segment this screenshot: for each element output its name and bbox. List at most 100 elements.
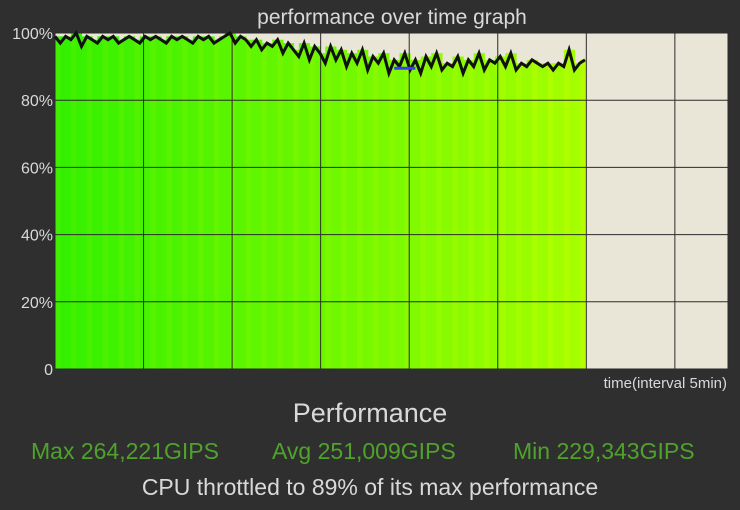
area-band — [383, 53, 390, 369]
area-band — [320, 53, 326, 369]
area-band — [70, 33, 77, 369]
area-band — [547, 63, 554, 370]
area-band — [192, 36, 199, 370]
grid-lines — [54, 32, 729, 370]
area-band — [399, 53, 406, 369]
area-band — [325, 46, 332, 369]
area-band — [60, 36, 67, 370]
area-band — [426, 56, 432, 370]
area-band — [415, 59, 422, 369]
area-band — [282, 43, 289, 370]
area-band — [484, 59, 491, 369]
area-band — [55, 36, 61, 370]
x-axis-label: time(interval 5min) — [604, 375, 727, 392]
y-tick-label: 60% — [21, 160, 53, 177]
area-band — [182, 36, 189, 370]
summary-title: Performance — [292, 398, 448, 428]
area-band — [118, 39, 125, 369]
area-band — [102, 36, 109, 370]
area-band — [447, 63, 454, 370]
area-band — [394, 59, 401, 369]
area-band — [341, 49, 348, 370]
area-band — [166, 36, 173, 370]
area-band — [256, 39, 263, 369]
area-band — [542, 63, 549, 370]
area-band — [208, 36, 215, 370]
area-band — [245, 39, 252, 369]
area-band — [65, 36, 72, 370]
area-band — [145, 36, 151, 370]
area-band — [373, 56, 379, 370]
area-band — [261, 43, 268, 370]
area-band — [463, 59, 469, 369]
area-band — [171, 36, 178, 370]
area-band — [521, 63, 528, 370]
area-band — [123, 36, 130, 370]
area-band — [558, 63, 565, 370]
area-band — [214, 39, 220, 369]
avg-stat: Avg 251,009GIPS — [272, 438, 456, 464]
area-band — [537, 63, 544, 370]
area-band — [330, 46, 337, 369]
area-band — [404, 53, 411, 369]
area-band — [510, 53, 517, 369]
area-band — [161, 39, 167, 369]
area-band — [150, 36, 157, 370]
area-band — [526, 59, 533, 369]
area-band — [203, 36, 210, 370]
area-band — [473, 53, 480, 369]
min-stat: Min 229,343GIPS — [513, 438, 695, 464]
area-band — [500, 56, 507, 370]
area-band — [441, 63, 448, 370]
area-band — [346, 53, 353, 369]
area-band — [516, 63, 522, 370]
area-band — [357, 49, 363, 370]
area-band — [314, 46, 321, 369]
area-band — [76, 33, 83, 369]
area-band — [388, 59, 395, 369]
area-band — [229, 33, 236, 369]
area-band — [420, 56, 427, 370]
area-band — [288, 43, 295, 370]
area-band — [267, 43, 273, 370]
area-band — [155, 36, 162, 370]
performance-area-fill — [55, 33, 586, 370]
y-axis-ticks: 0 20% 40% 60% 80% 100% — [12, 26, 53, 379]
area-band — [139, 36, 146, 370]
area-band — [431, 53, 438, 369]
area-band — [235, 36, 242, 370]
area-band — [92, 39, 98, 369]
area-band — [563, 49, 570, 370]
area-band — [436, 53, 443, 369]
area-band — [362, 49, 369, 370]
area-band — [272, 39, 279, 369]
area-band — [86, 36, 93, 370]
area-band — [304, 43, 310, 370]
area-band — [532, 59, 538, 369]
area-band — [293, 49, 300, 370]
area-band — [113, 36, 120, 370]
area-band — [251, 39, 257, 369]
y-tick-label: 80% — [21, 93, 53, 110]
performance-line — [53, 30, 586, 79]
area-band — [579, 59, 586, 369]
area-band — [219, 36, 226, 370]
area-band — [335, 49, 342, 370]
area-band — [505, 53, 512, 369]
area-band — [198, 36, 204, 370]
area-band — [108, 36, 114, 370]
performance-chart: 0 20% 40% 60% 80% 100% performance over time … — [12, 6, 729, 392]
y-tick-label: 100% — [12, 26, 53, 43]
area-band — [468, 59, 475, 369]
chart-title: performance over time graph — [257, 6, 527, 29]
area-band — [457, 56, 464, 370]
area-band — [129, 36, 136, 370]
area-band — [378, 53, 385, 369]
area-band — [81, 36, 88, 370]
throttle-message: CPU throttled to 89% of its max performa… — [141, 474, 599, 500]
y-tick-label: 20% — [21, 295, 53, 312]
area-band — [277, 39, 284, 369]
y-tick-label: 0 — [44, 362, 53, 379]
area-band — [569, 49, 575, 370]
area-band — [176, 36, 183, 370]
